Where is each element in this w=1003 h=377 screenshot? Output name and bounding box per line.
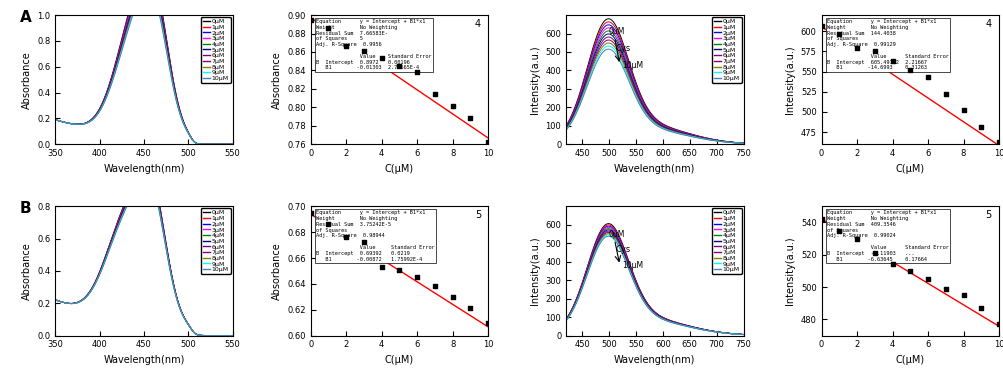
X-axis label: Wavelength(nm): Wavelength(nm) (103, 355, 185, 365)
Point (373, 264, 389, 270)
Point (426, 90, 442, 97)
Point (955, 292, 971, 298)
X-axis label: C(μM): C(μM) (895, 164, 924, 174)
Point (812, 216, 828, 222)
Point (830, 31, 847, 37)
Y-axis label: Absorbance: Absorbance (272, 242, 282, 300)
Point (990, 321, 1003, 327)
X-axis label: C(μM): C(μM) (384, 355, 413, 365)
Point (919, 74, 935, 80)
Text: 4: 4 (474, 19, 480, 29)
Point (338, 43, 354, 49)
Point (320, 25, 336, 31)
Text: A: A (20, 10, 31, 25)
Text: Equation      y = Intercept + B1*x1
Weight        No Weighting
Residual Sum  144: Equation y = Intercept + B1*x1 Weight No… (826, 19, 948, 70)
Point (902, 268, 918, 274)
Point (866, 48, 882, 54)
Y-axis label: Absorbance: Absorbance (21, 51, 31, 109)
Point (919, 276, 935, 282)
X-axis label: C(μM): C(μM) (384, 164, 413, 174)
Point (355, 239, 371, 245)
Point (972, 124, 988, 130)
Point (849, 45, 865, 51)
Point (373, 55, 389, 61)
Text: 4: 4 (985, 19, 991, 29)
Point (479, 320, 495, 326)
Text: 0μM: 0μM (608, 230, 624, 239)
Text: Equation      y = Intercept + B1*x1
Weight        No Weighting
Residual Sum  7.6: Equation y = Intercept + B1*x1 Weight No… (316, 19, 431, 70)
Text: 10μM: 10μM (622, 61, 643, 70)
Point (812, 23, 828, 29)
X-axis label: Wavelength(nm): Wavelength(nm) (103, 164, 185, 174)
Text: Cys: Cys (615, 245, 630, 254)
Point (444, 103, 460, 109)
Point (479, 138, 495, 144)
X-axis label: C(μM): C(μM) (895, 355, 924, 365)
Point (937, 286, 953, 292)
Point (830, 228, 847, 234)
Y-axis label: Intensity(a.u.): Intensity(a.u.) (784, 45, 794, 114)
Point (302, 210, 318, 216)
Text: B: B (20, 201, 31, 216)
Point (355, 48, 371, 54)
Text: Equation      y = Intercept + B1*x1
Weight        No Weighting
Residual Sum  3.7: Equation y = Intercept + B1*x1 Weight No… (316, 210, 434, 262)
Point (849, 236, 865, 242)
Point (866, 250, 882, 256)
Y-axis label: Absorbance: Absorbance (21, 242, 31, 300)
Point (972, 305, 988, 311)
Y-axis label: Intensity(a.u.): Intensity(a.u.) (530, 45, 540, 114)
Point (937, 91, 953, 97)
Point (990, 139, 1003, 145)
Point (902, 67, 918, 73)
Text: Cys: Cys (615, 43, 630, 52)
Point (426, 284, 442, 290)
Point (391, 267, 407, 273)
Point (320, 221, 336, 227)
Text: Equation      y = Intercept + B1*x1
Weight        No Weighting
Residual Sum  409: Equation y = Intercept + B1*x1 Weight No… (826, 210, 948, 262)
Text: 0μM: 0μM (608, 27, 624, 36)
Legend: 0μM, 1μM, 2μM, 3μM, 4μM, 5μM, 6μM, 7μM, 8μM, 9μM, 10μM: 0μM, 1μM, 2μM, 3μM, 4μM, 5μM, 6μM, 7μM, … (201, 17, 231, 83)
Text: 10μM: 10μM (622, 261, 643, 270)
Point (444, 294, 460, 300)
Point (884, 261, 900, 267)
Point (408, 69, 424, 75)
Point (884, 58, 900, 64)
Text: 5: 5 (474, 210, 480, 220)
Point (302, 17, 318, 23)
Y-axis label: Intensity(a.u.): Intensity(a.u.) (784, 237, 794, 305)
Legend: 0μM, 1μM, 2μM, 3μM, 4μM, 5μM, 6μM, 7μM, 8μM, 9μM, 10μM: 0μM, 1μM, 2μM, 3μM, 4μM, 5μM, 6μM, 7μM, … (711, 17, 741, 83)
X-axis label: Wavelength(nm): Wavelength(nm) (614, 164, 695, 174)
Point (408, 274, 424, 280)
Point (461, 115, 477, 121)
Point (461, 305, 477, 311)
Legend: 0μM, 1μM, 2μM, 3μM, 4μM, 5μM, 6μM, 7μM, 8μM, 9μM, 10μM: 0μM, 1μM, 2μM, 3μM, 4μM, 5μM, 6μM, 7μM, … (711, 208, 741, 274)
Legend: 0μM, 1μM, 2μM, 3μM, 4μM, 5μM, 6μM, 7μM, 8μM, 9μM, 10μM: 0μM, 1μM, 2μM, 3μM, 4μM, 5μM, 6μM, 7μM, … (201, 208, 231, 274)
X-axis label: Wavelength(nm): Wavelength(nm) (614, 355, 695, 365)
Y-axis label: Intensity(a.u.): Intensity(a.u.) (530, 237, 540, 305)
Point (391, 63, 407, 69)
Point (955, 107, 971, 113)
Y-axis label: Absorbance: Absorbance (272, 51, 282, 109)
Text: 5: 5 (985, 210, 991, 220)
Point (338, 234, 354, 241)
